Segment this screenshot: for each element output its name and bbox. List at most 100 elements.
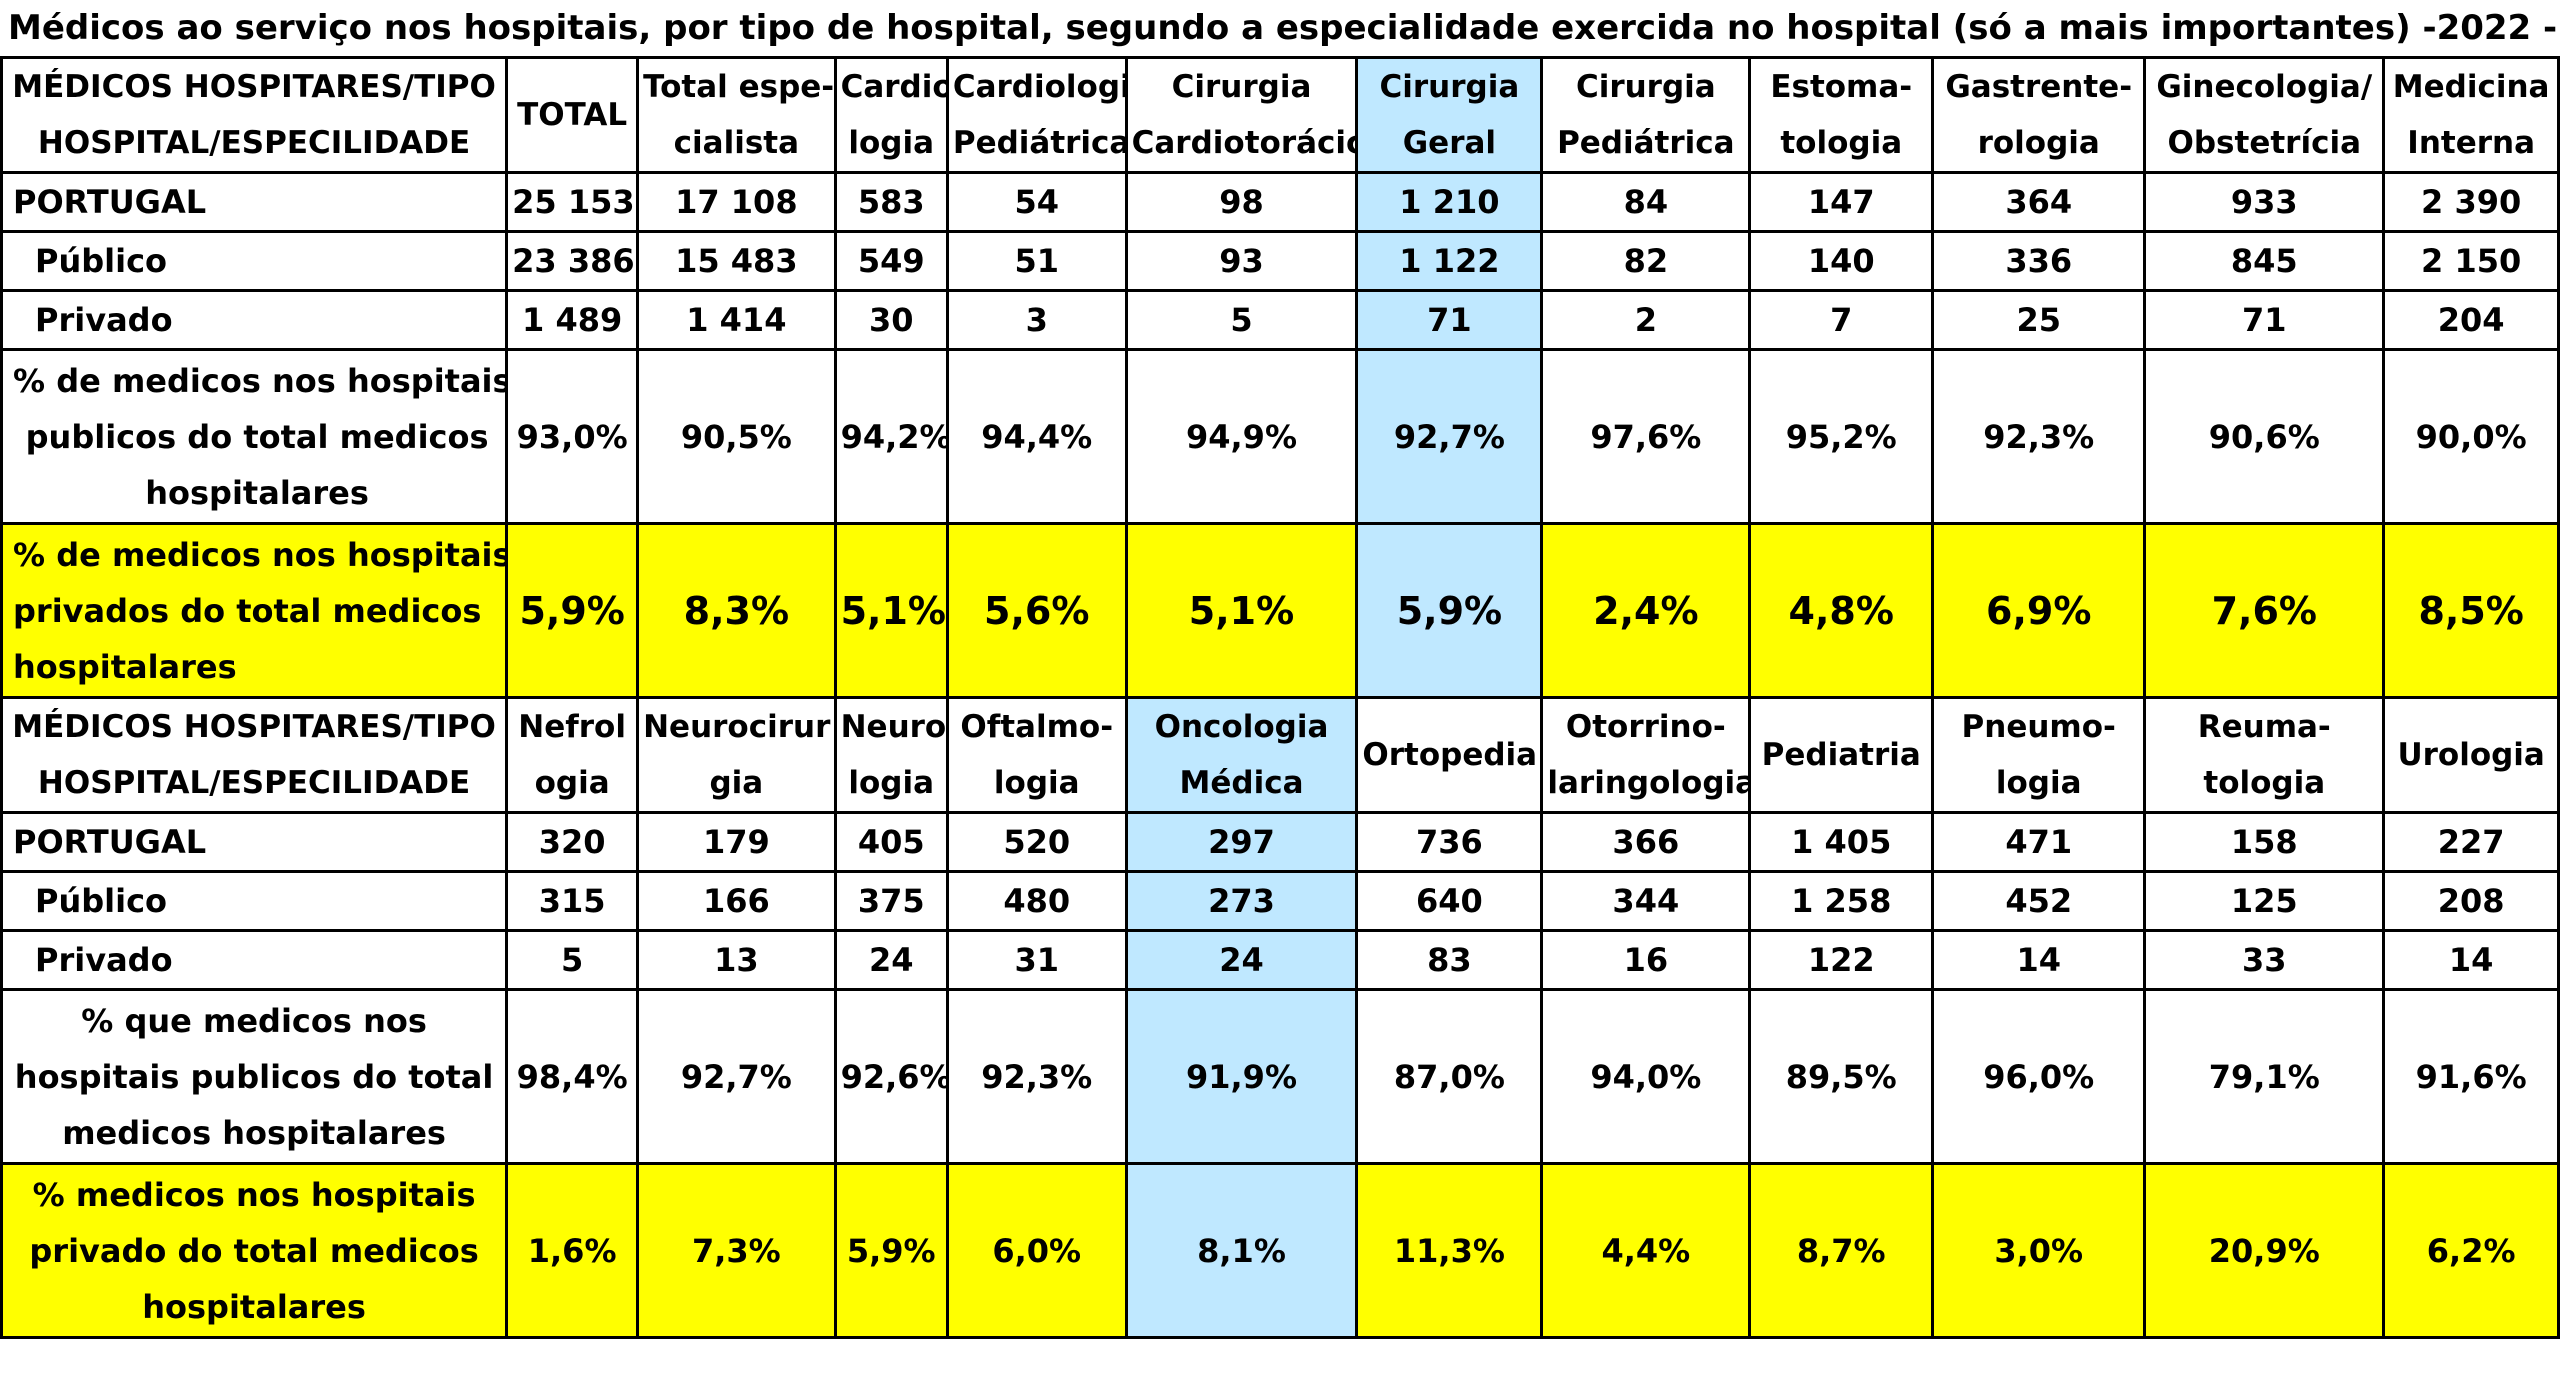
cell-text-line: HOSPITAL/ESPECILIDADE <box>37 765 471 801</box>
table-cell: 5,6% <box>945 522 1128 699</box>
cell-text-line: Pneumo- <box>1961 709 2116 745</box>
table-cell: 92,7% <box>1355 348 1544 525</box>
column-header: Cirurgia Pediátrica <box>1540 56 1752 174</box>
table-cell: 24 <box>1124 929 1359 991</box>
table-cell: 24 <box>833 929 949 991</box>
cell-text-line: privados do total medicos <box>13 591 482 630</box>
cell-text-line: MÉDICOS HOSPITARES/TIPO <box>12 709 496 745</box>
table-cell: 8,5% <box>2382 522 2560 699</box>
cell-text-line: ogia <box>534 765 610 801</box>
table-cell: 94,2% <box>833 348 949 525</box>
data-row: PORTUGAL 25 153 17 108 583 54 98 1 210 84 147 364… <box>0 171 2560 233</box>
row-label: % de medicos nos hospitais publicos do to… <box>0 348 509 525</box>
table-cell: 51 <box>945 230 1128 292</box>
cell-text-line: tologia <box>2203 765 2326 801</box>
cell-text-line: hospitais publicos do total <box>14 1057 494 1096</box>
table-cell: 375 <box>833 870 949 932</box>
column-header: Oftalmo-logia <box>945 696 1128 814</box>
row-header-title: MÉDICOS HOSPITARES/TIPO HOSPITAL/ESPECILI… <box>0 56 509 174</box>
table-cell: 471 <box>1931 811 2147 873</box>
column-header: Cardio-logia <box>833 56 949 174</box>
table-cell: 96,0% <box>1931 988 2147 1165</box>
cell-text-line: logia <box>993 765 1080 801</box>
table-cell: 33 <box>2143 929 2386 991</box>
table-cell: 93 <box>1124 230 1359 292</box>
cell-text-line: Nefrol <box>518 709 626 745</box>
table-cell: 297 <box>1124 811 1359 873</box>
table-cell: 7 <box>1748 289 1935 351</box>
cell-text-line: Oftalmo- <box>960 709 1114 745</box>
cell-text-line: Cirurgia <box>1171 69 1312 105</box>
column-header: Ginecologia/Obstetrícia <box>2143 56 2386 174</box>
row-label: Público <box>0 230 509 292</box>
row-label: PORTUGAL <box>0 171 509 233</box>
table-cell: 845 <box>2143 230 2386 292</box>
table-cell: 8,1% <box>1124 1162 1359 1339</box>
column-header: Otorrino-laringologia <box>1540 696 1752 814</box>
table-cell: 273 <box>1124 870 1359 932</box>
cell-text-line: % que medicos nos <box>81 1001 427 1040</box>
cell-text-line: medicos hospitalares <box>62 1113 446 1152</box>
table-cell: 549 <box>833 230 949 292</box>
table-cell: 1 489 <box>505 289 640 351</box>
table-cell: 82 <box>1540 230 1752 292</box>
table-cell: 30 <box>833 289 949 351</box>
cell-text-line: Privado <box>35 301 173 339</box>
table-cell: 520 <box>945 811 1128 873</box>
cell-text-line: Cirurgia <box>1379 69 1520 105</box>
table-cell: 5,9% <box>833 1162 949 1339</box>
column-header: Cardiologia Pediátrica <box>945 56 1128 174</box>
cell-text-line: % de medicos nos hospitais <box>13 361 507 400</box>
cell-text-line: Gastrente- <box>1945 69 2133 105</box>
table-cell: 140 <box>1748 230 1935 292</box>
table-cell: 5,1% <box>833 522 949 699</box>
table-cell: 640 <box>1355 870 1544 932</box>
public-share-row: % de medicos nos hospitais publicos do to… <box>0 348 2560 525</box>
cell-text-line: privado do total medicos <box>29 1231 479 1270</box>
cell-text-line: Urologia <box>2397 737 2545 773</box>
table-cell: 364 <box>1931 171 2147 233</box>
cell-text-line: Reuma- <box>2197 709 2331 745</box>
private-share-row: % de medicos nos hospitais privados do to… <box>0 522 2560 699</box>
table-cell: 3,0% <box>1931 1162 2147 1339</box>
table-cell: 5 <box>1124 289 1359 351</box>
table-cell: 98,4% <box>505 988 640 1165</box>
table-cell: 87,0% <box>1355 988 1544 1165</box>
cell-text-line: Cardio- <box>840 69 945 105</box>
column-header: Oncologia Médica <box>1124 696 1359 814</box>
table-cell: 8,3% <box>636 522 837 699</box>
column-header: Medicina Interna <box>2382 56 2560 174</box>
cell-text-line: Obstetrícia <box>2167 125 2362 161</box>
cell-text-line: HOSPITAL/ESPECILIDADE <box>37 125 471 161</box>
cell-text-line: hospitalares <box>13 647 237 686</box>
table-cell: 23 386 <box>505 230 640 292</box>
cell-text-line: Otorrino- <box>1565 709 1726 745</box>
data-row: Público 23 386 15 483 549 51 93 1 122 82 140 336 8… <box>0 230 2560 292</box>
row-label: % medicos nos hospitais privado do total … <box>0 1162 509 1339</box>
table-cell: 5,9% <box>1355 522 1544 699</box>
table1-header-row: MÉDICOS HOSPITARES/TIPO HOSPITAL/ESPECILI… <box>0 56 2560 174</box>
table-cell: 125 <box>2143 870 2386 932</box>
table-cell: 366 <box>1540 811 1752 873</box>
table-cell: 5,9% <box>505 522 640 699</box>
column-header: Ortopedia <box>1355 696 1544 814</box>
table-cell: 204 <box>2382 289 2560 351</box>
row-header-title: MÉDICOS HOSPITARES/TIPO HOSPITAL/ESPECILI… <box>0 696 509 814</box>
data-row: Público 315 166 375 480 273 640 344 1 258 452 125 2… <box>0 870 2560 932</box>
table-cell: 92,7% <box>636 988 837 1165</box>
table-cell: 79,1% <box>2143 988 2386 1165</box>
column-header: TOTAL <box>505 56 640 174</box>
table-cell: 208 <box>2382 870 2560 932</box>
cell-text-line: hospitalares <box>142 1287 366 1326</box>
cell-text-line: % medicos nos hospitais <box>32 1175 476 1214</box>
table-cell: 166 <box>636 870 837 932</box>
column-header: Cirurgia Cardiotorácica <box>1124 56 1359 174</box>
cell-text-line: logia <box>848 765 935 801</box>
table-cell: 83 <box>1355 929 1544 991</box>
row-label: Privado <box>0 289 509 351</box>
table-cell: 93,0% <box>505 348 640 525</box>
cell-text-line: Ginecologia/ <box>2156 69 2373 105</box>
cell-text-line: logia <box>1995 765 2082 801</box>
cell-text-line: Médica <box>1179 765 1304 801</box>
column-header: Estoma-tologia <box>1748 56 1935 174</box>
